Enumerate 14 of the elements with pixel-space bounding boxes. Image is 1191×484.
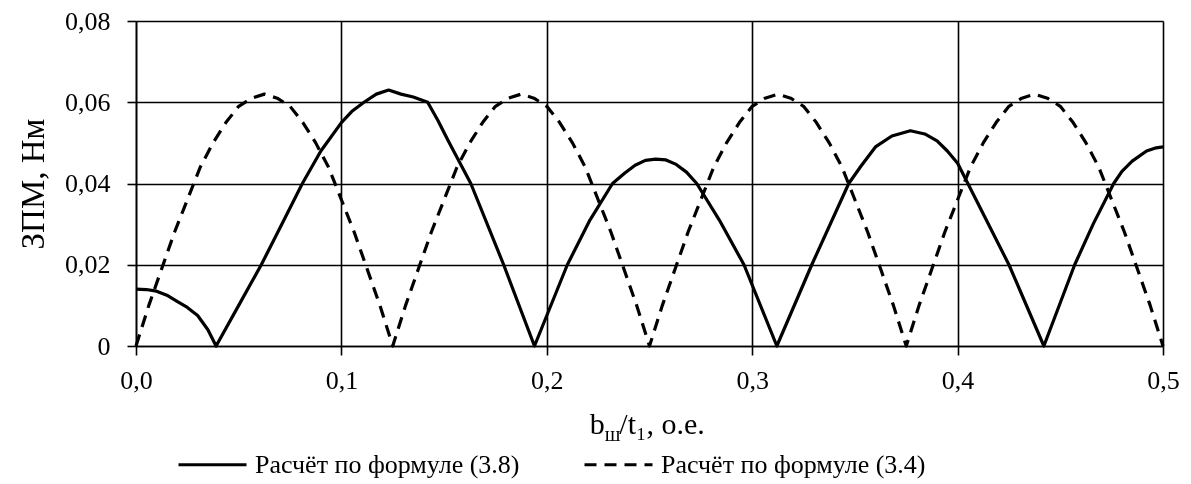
- y-tick-label: 0,08: [65, 6, 111, 36]
- legend-label: Расчёт по формуле (3.4): [661, 449, 926, 479]
- x-tick-label: 0,2: [531, 365, 564, 395]
- y-tick-label: 0,02: [65, 250, 111, 280]
- x-tick-label: 0,3: [736, 365, 769, 395]
- legend-label: Расчёт по формуле (3.8): [255, 449, 520, 479]
- y-axis-title: ЗПМ, Нм: [15, 118, 51, 250]
- y-tick-label: 0: [97, 331, 111, 361]
- x-tick-label: 0,5: [1147, 365, 1180, 395]
- y-tick-label: 0,04: [65, 169, 111, 198]
- x-tick-label: 0,1: [325, 365, 359, 395]
- y-tick-label: 0,06: [65, 87, 111, 117]
- x-tick-label: 0,4: [941, 365, 975, 395]
- x-tick-label: 0,0: [120, 365, 153, 395]
